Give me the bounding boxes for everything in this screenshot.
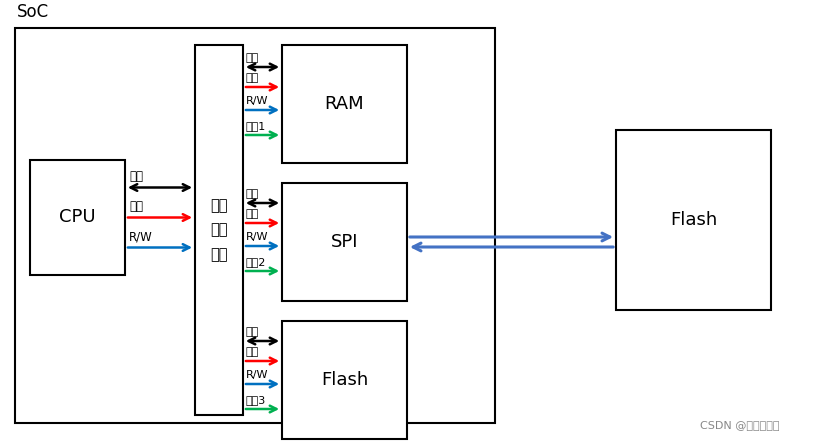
Bar bbox=[282, 45, 407, 163]
Bar bbox=[195, 45, 243, 415]
Text: Flash: Flash bbox=[670, 211, 717, 229]
Text: 地址: 地址 bbox=[246, 347, 259, 357]
Text: 地址: 地址 bbox=[246, 73, 259, 83]
Bar bbox=[282, 183, 407, 301]
Text: CPU: CPU bbox=[59, 209, 96, 227]
Text: 内存
管理
单元: 内存 管理 单元 bbox=[210, 198, 228, 262]
Text: RAM: RAM bbox=[324, 95, 364, 113]
Text: SoC: SoC bbox=[17, 3, 49, 21]
Text: R/W: R/W bbox=[246, 232, 269, 242]
Text: Flash: Flash bbox=[321, 371, 368, 389]
Text: 数据: 数据 bbox=[246, 327, 259, 337]
Text: 数据: 数据 bbox=[246, 189, 259, 199]
Text: R/W: R/W bbox=[246, 370, 269, 380]
Bar bbox=[616, 130, 771, 310]
Bar bbox=[30, 160, 125, 275]
Text: 片选3: 片选3 bbox=[246, 395, 266, 405]
Text: 地址: 地址 bbox=[129, 201, 143, 213]
Bar bbox=[15, 28, 495, 423]
Text: R/W: R/W bbox=[246, 96, 269, 106]
Text: 数据: 数据 bbox=[246, 53, 259, 63]
Text: 地址: 地址 bbox=[246, 209, 259, 219]
Bar bbox=[282, 321, 407, 439]
Text: CSDN @人才程序员: CSDN @人才程序员 bbox=[700, 420, 780, 430]
Text: R/W: R/W bbox=[129, 231, 153, 243]
Text: 片选2: 片选2 bbox=[246, 257, 266, 267]
Text: SPI: SPI bbox=[331, 233, 358, 251]
Text: 数据: 数据 bbox=[129, 171, 143, 183]
Text: 片选1: 片选1 bbox=[246, 121, 266, 131]
